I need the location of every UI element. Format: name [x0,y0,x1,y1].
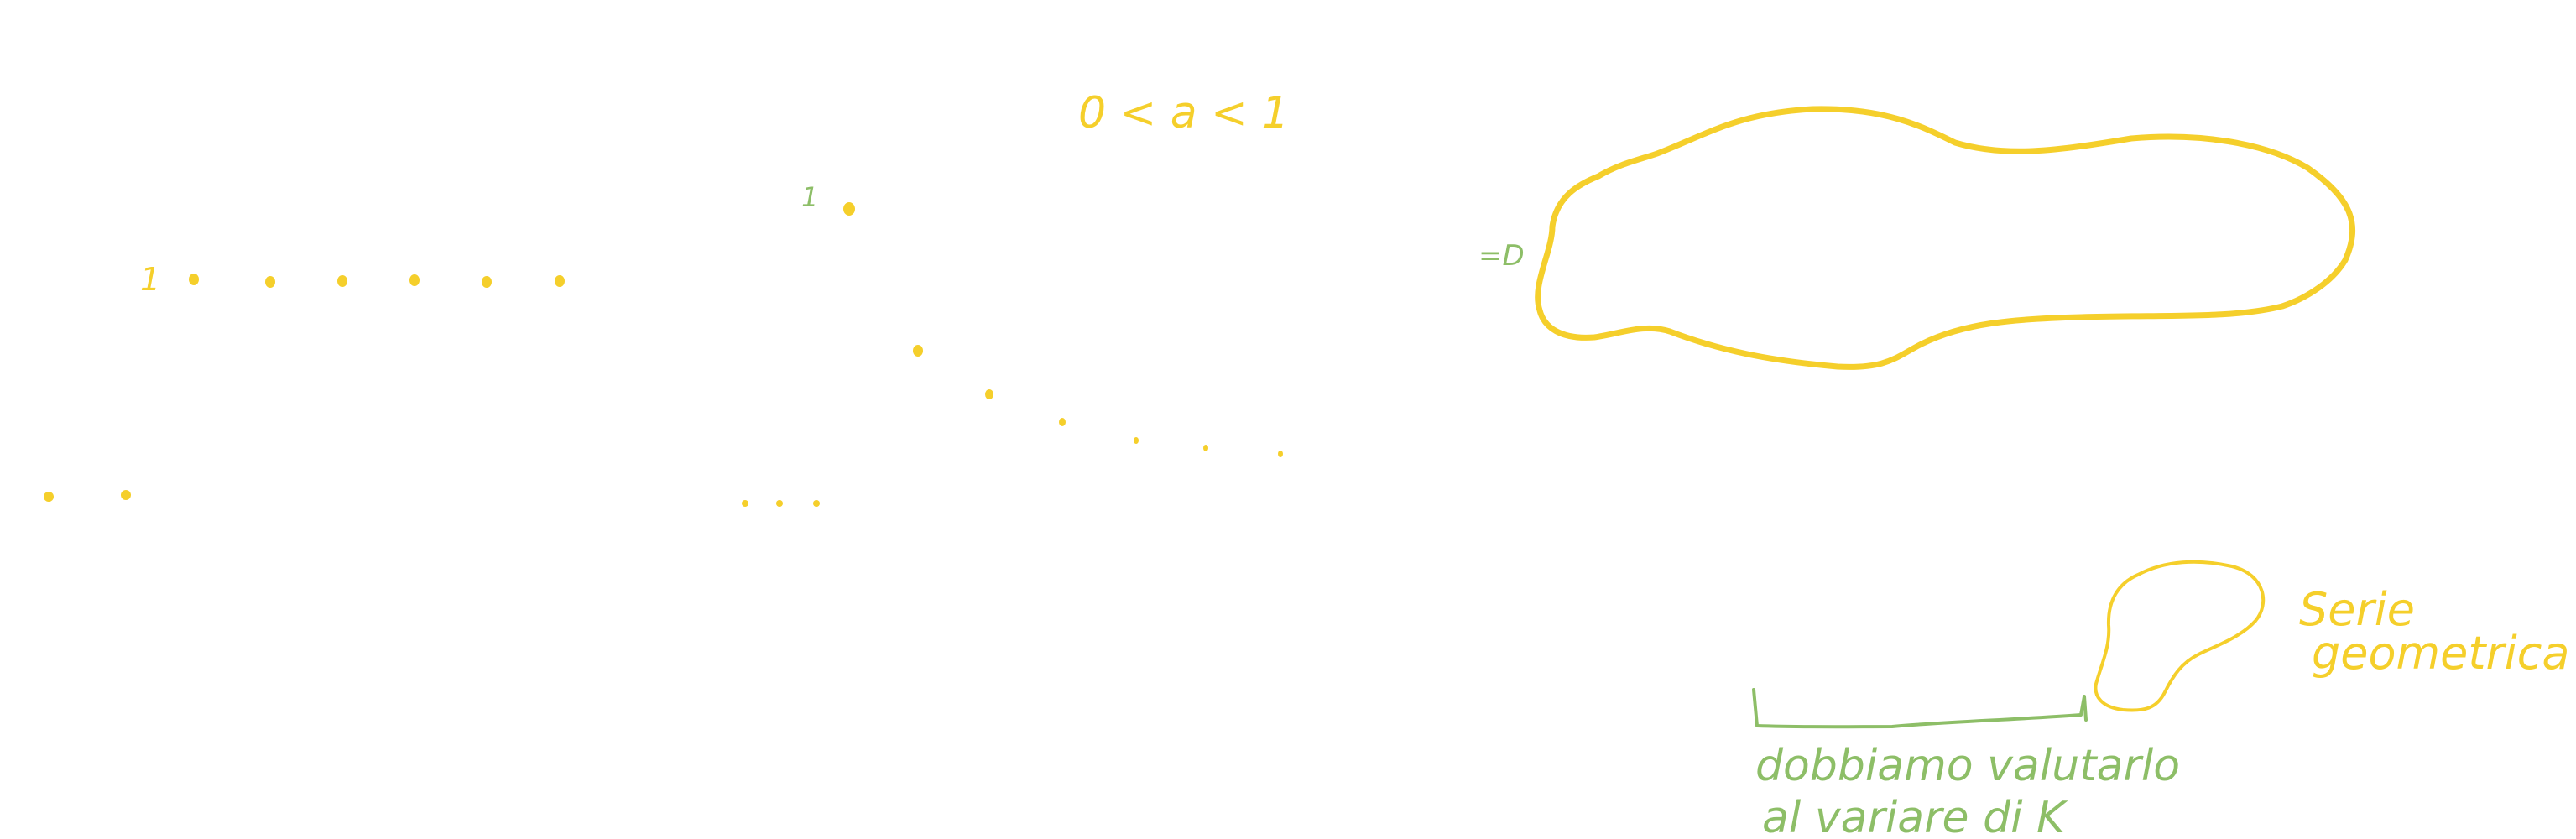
sequence-dot [189,274,199,285]
sequence-dot [1203,445,1208,451]
sequence-dot [44,492,54,502]
comment-line-1: dobbiamo valutarlo [1755,741,2180,791]
sequence-dot [843,202,855,216]
top-sequence-first-term: 1 [140,261,160,298]
bracket-line [1752,688,2088,729]
sequence-dot [121,490,131,500]
sequence-dot [813,500,820,507]
large-blob-outline [1535,106,2355,370]
implies-arrow: =D [1478,239,1525,273]
condition-text: 0 < a < 1 [1078,88,1289,138]
sequence-dot [1134,437,1139,444]
sequence-dot [1059,418,1066,426]
sequence-dot [776,500,783,507]
ellipsis-dots [742,500,820,507]
top-sequence-dots [189,274,565,288]
falling-sequence-first-term: 1 [801,181,818,213]
sequence-dot [913,345,923,357]
sequence-dot [265,276,275,288]
sequence-dot [337,275,347,287]
sequence-dot [742,500,748,507]
sequence-dot [985,389,993,399]
sequence-dot [482,276,492,288]
falling-sequence-dots [843,202,1283,457]
small-blob-outline [2094,560,2266,712]
lower-left-dots [44,490,131,502]
sequence-dot [409,274,420,286]
series-label-line-2: geometrica [2312,627,2570,680]
comment-line-2: al variare di K [1762,793,2068,839]
series-label-line-1: Serie [2299,583,2415,636]
sequence-dot [555,275,565,287]
sequence-dot [1278,451,1283,457]
